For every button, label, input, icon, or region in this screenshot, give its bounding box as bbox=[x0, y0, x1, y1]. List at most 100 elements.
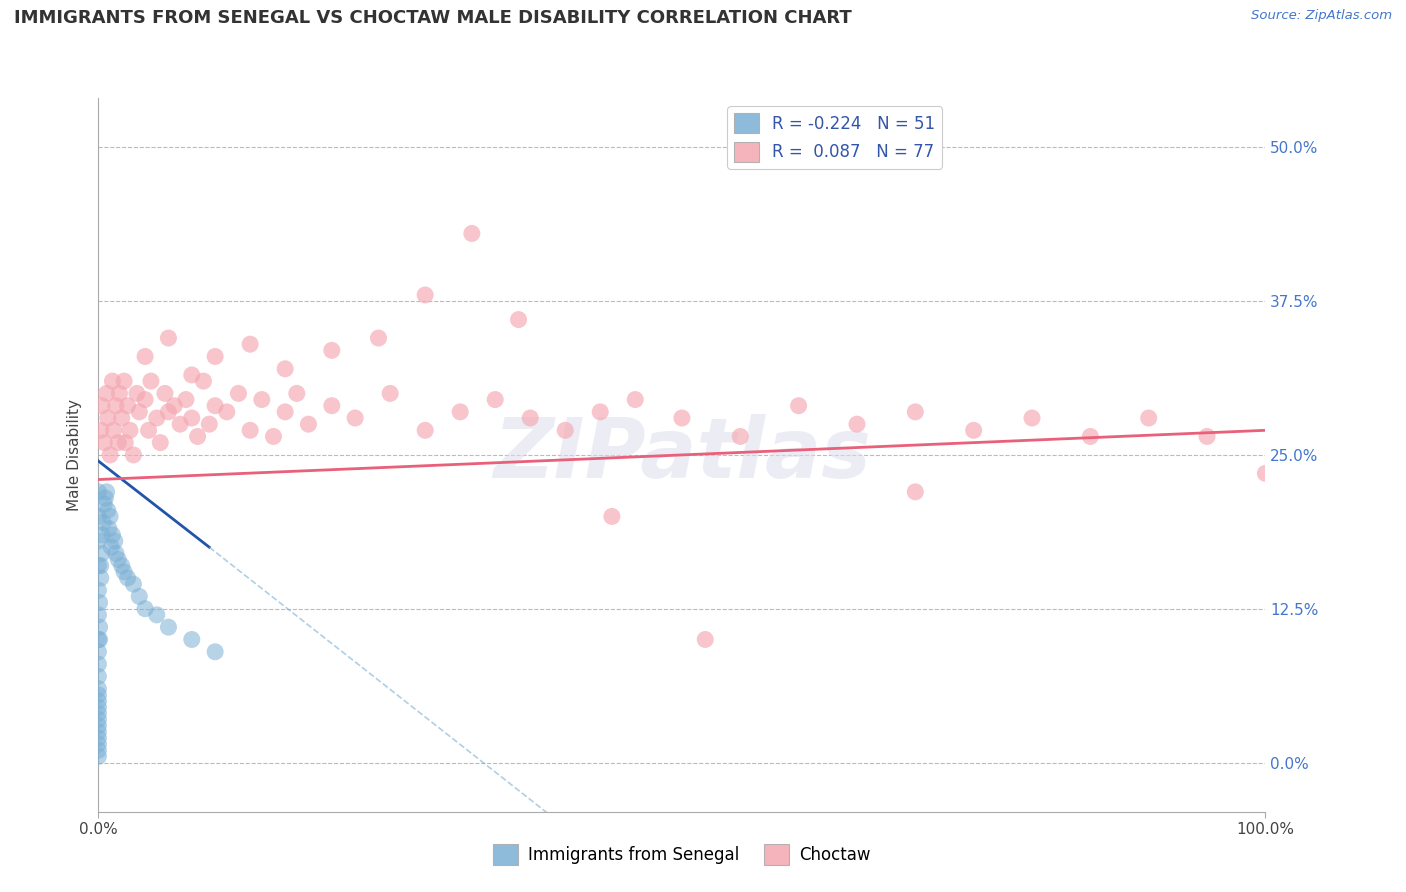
Point bbox=[117, 571, 139, 585]
Point bbox=[87, 700, 110, 714]
Point bbox=[198, 417, 221, 432]
Point bbox=[87, 632, 110, 647]
Point bbox=[104, 534, 127, 549]
Point bbox=[122, 577, 145, 591]
Point bbox=[125, 386, 148, 401]
Point bbox=[204, 350, 226, 364]
Point bbox=[157, 331, 180, 345]
Point bbox=[169, 417, 191, 432]
Point bbox=[104, 546, 127, 560]
Point bbox=[180, 411, 202, 425]
Point bbox=[139, 374, 162, 388]
Point bbox=[112, 374, 135, 388]
Point bbox=[449, 405, 471, 419]
Point bbox=[180, 368, 202, 382]
Point bbox=[87, 558, 110, 573]
Point bbox=[180, 632, 202, 647]
Y-axis label: Male Disability: Male Disability bbox=[67, 399, 83, 511]
Point bbox=[89, 620, 111, 634]
Point bbox=[97, 503, 120, 517]
Point bbox=[89, 632, 111, 647]
Point bbox=[107, 552, 129, 566]
Point bbox=[114, 435, 136, 450]
Text: Source: ZipAtlas.com: Source: ZipAtlas.com bbox=[1251, 9, 1392, 22]
Point bbox=[321, 399, 343, 413]
Point bbox=[378, 386, 402, 401]
Point bbox=[107, 435, 129, 450]
Point bbox=[1137, 411, 1160, 425]
Point bbox=[103, 423, 125, 437]
Point bbox=[367, 331, 389, 345]
Point bbox=[122, 448, 145, 462]
Point bbox=[87, 743, 110, 757]
Point bbox=[519, 411, 541, 425]
Point bbox=[413, 423, 436, 437]
Point bbox=[413, 288, 436, 302]
Point bbox=[111, 411, 134, 425]
Point bbox=[554, 423, 576, 437]
Point bbox=[87, 737, 110, 751]
Point bbox=[671, 411, 693, 425]
Point bbox=[187, 429, 209, 443]
Point bbox=[204, 645, 226, 659]
Point bbox=[87, 681, 110, 696]
Point bbox=[589, 405, 612, 419]
Point bbox=[297, 417, 319, 432]
Point bbox=[904, 405, 927, 419]
Point bbox=[87, 731, 110, 745]
Point bbox=[101, 374, 124, 388]
Point bbox=[87, 724, 110, 739]
Point bbox=[94, 491, 117, 505]
Point bbox=[153, 386, 176, 401]
Point bbox=[344, 411, 367, 425]
Point bbox=[87, 718, 110, 732]
Point bbox=[90, 546, 112, 560]
Point bbox=[87, 534, 110, 549]
Point bbox=[90, 528, 112, 542]
Point bbox=[157, 405, 180, 419]
Point bbox=[97, 522, 120, 536]
Point bbox=[157, 620, 180, 634]
Point bbox=[1195, 429, 1218, 443]
Point bbox=[108, 386, 131, 401]
Point bbox=[87, 657, 110, 671]
Point bbox=[101, 528, 124, 542]
Point bbox=[98, 509, 121, 524]
Point bbox=[87, 706, 110, 721]
Point bbox=[695, 632, 717, 647]
Point bbox=[104, 399, 127, 413]
Point bbox=[285, 386, 308, 401]
Point bbox=[87, 669, 110, 683]
Legend: Immigrants from Senegal, Choctaw: Immigrants from Senegal, Choctaw bbox=[486, 838, 877, 871]
Point bbox=[163, 399, 186, 413]
Point bbox=[96, 386, 118, 401]
Point bbox=[100, 540, 122, 554]
Point bbox=[90, 558, 112, 573]
Point bbox=[87, 509, 110, 524]
Point bbox=[91, 516, 114, 530]
Point bbox=[461, 227, 484, 241]
Point bbox=[1021, 411, 1043, 425]
Point bbox=[118, 423, 141, 437]
Point bbox=[89, 596, 111, 610]
Point bbox=[87, 645, 110, 659]
Point bbox=[90, 399, 112, 413]
Point bbox=[138, 423, 160, 437]
Point bbox=[508, 312, 530, 326]
Point bbox=[87, 694, 110, 708]
Point bbox=[149, 435, 172, 450]
Point bbox=[484, 392, 506, 407]
Point bbox=[87, 484, 110, 499]
Point bbox=[87, 713, 110, 727]
Point bbox=[624, 392, 647, 407]
Point bbox=[128, 405, 150, 419]
Point bbox=[274, 361, 297, 376]
Point bbox=[730, 429, 752, 443]
Text: IMMIGRANTS FROM SENEGAL VS CHOCTAW MALE DISABILITY CORRELATION CHART: IMMIGRANTS FROM SENEGAL VS CHOCTAW MALE … bbox=[14, 9, 852, 27]
Point bbox=[111, 558, 134, 573]
Point bbox=[204, 399, 226, 413]
Point bbox=[321, 343, 343, 358]
Point bbox=[1080, 429, 1102, 443]
Point bbox=[250, 392, 273, 407]
Point bbox=[262, 429, 284, 443]
